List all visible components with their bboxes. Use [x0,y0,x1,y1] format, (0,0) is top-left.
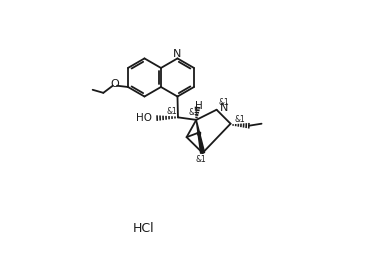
Text: H: H [195,101,203,111]
Text: &1: &1 [196,155,207,164]
Text: N: N [220,103,228,114]
Text: HCl: HCl [132,222,154,235]
Text: HO: HO [135,113,152,123]
Polygon shape [197,132,201,139]
Text: N: N [173,49,182,59]
Polygon shape [196,120,204,153]
Text: &1: &1 [234,115,245,124]
Text: O: O [111,79,120,89]
Text: &1: &1 [188,108,199,117]
Text: &1: &1 [166,107,177,116]
Text: &1: &1 [218,98,229,107]
